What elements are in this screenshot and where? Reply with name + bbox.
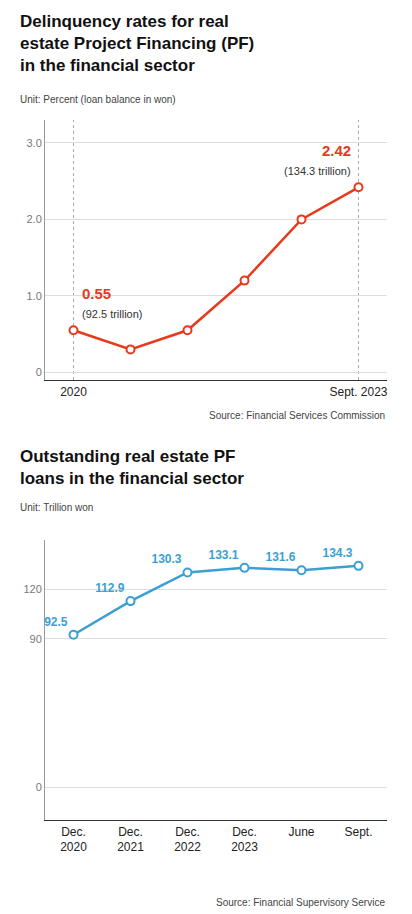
svg-text:(134.3 trillion): (134.3 trillion) xyxy=(284,165,351,177)
svg-text:0.55: 0.55 xyxy=(82,285,111,302)
svg-text:Unit: Trillion won: Unit: Trillion won xyxy=(20,502,93,513)
svg-text:112.9: 112.9 xyxy=(95,581,125,595)
svg-text:1.0: 1.0 xyxy=(27,290,42,302)
svg-text:133.1: 133.1 xyxy=(208,548,238,562)
svg-text:130.3: 130.3 xyxy=(151,552,181,566)
svg-text:0: 0 xyxy=(36,366,42,378)
svg-text:Source: Financial Services Com: Source: Financial Services Commission xyxy=(209,410,385,421)
svg-text:Source: Financial Supervisory: Source: Financial Supervisory Service xyxy=(216,897,385,908)
svg-text:0: 0 xyxy=(36,781,42,793)
svg-text:Dec.2021: Dec.2021 xyxy=(117,825,144,855)
svg-text:134.3: 134.3 xyxy=(322,546,352,560)
svg-text:Sept.: Sept. xyxy=(344,825,372,839)
svg-text:June: June xyxy=(288,825,314,839)
svg-text:2.0: 2.0 xyxy=(27,213,42,225)
svg-text:Dec.2022: Dec.2022 xyxy=(174,825,201,855)
svg-text:3.0: 3.0 xyxy=(27,137,42,149)
svg-text:131.6: 131.6 xyxy=(265,550,295,564)
svg-text:Delinquency rates for realesta: Delinquency rates for realestate Project… xyxy=(20,12,254,75)
svg-text:(92.5 trillion): (92.5 trillion) xyxy=(82,308,143,320)
svg-text:Dec.2020: Dec.2020 xyxy=(60,825,87,855)
svg-text:90: 90 xyxy=(30,633,42,645)
svg-text:2.42: 2.42 xyxy=(322,142,351,159)
svg-text:Sept. 2023: Sept. 2023 xyxy=(329,385,387,399)
svg-text:Outstanding real estate PFloan: Outstanding real estate PFloans in the f… xyxy=(20,447,244,488)
svg-text:120: 120 xyxy=(23,583,41,595)
svg-text:Unit: Percent (loan balance in: Unit: Percent (loan balance in won) xyxy=(20,94,176,105)
svg-text:92.5: 92.5 xyxy=(44,615,68,629)
svg-text:Dec.2023: Dec.2023 xyxy=(231,825,258,855)
svg-text:2020: 2020 xyxy=(60,385,87,399)
